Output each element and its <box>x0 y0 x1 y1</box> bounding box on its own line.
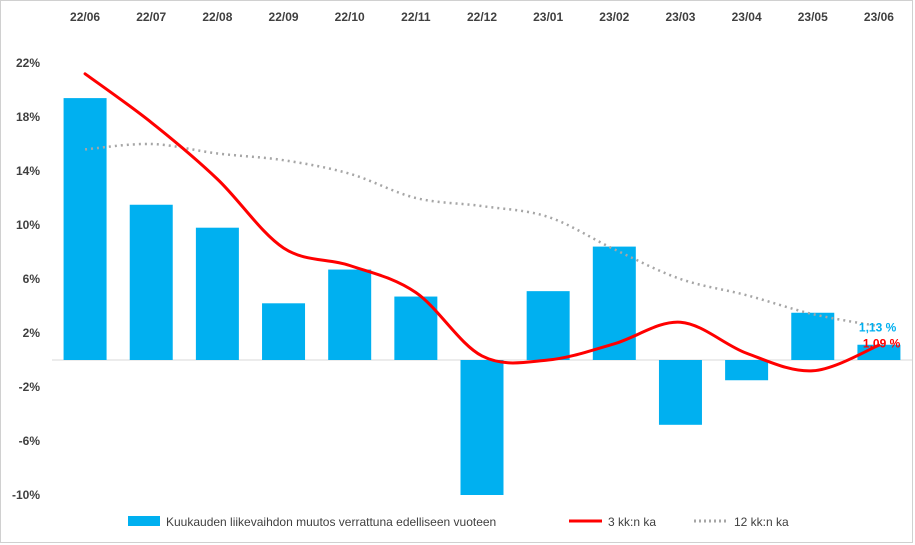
bar <box>460 360 504 495</box>
line-3kk <box>83 72 881 373</box>
legend: Kuukauden liikevaihdon muutos verrattuna… <box>128 515 789 529</box>
bar <box>857 344 901 360</box>
bar <box>791 312 835 360</box>
x-category-label: 22/11 <box>401 10 431 24</box>
x-category-label: 22/07 <box>136 10 166 24</box>
x-category-label: 23/04 <box>732 10 762 24</box>
bar <box>195 227 239 360</box>
legend-swatch-bar <box>128 516 160 526</box>
x-category-label: 23/03 <box>665 10 695 24</box>
legend-label-3kk: 3 kk:n ka <box>608 515 656 529</box>
y-tick-label: 10% <box>16 218 40 232</box>
x-category-label: 22/06 <box>70 10 100 24</box>
x-category-label: 22/10 <box>335 10 365 24</box>
y-tick-label: 22% <box>16 56 40 70</box>
y-tick-label: -10% <box>12 488 40 502</box>
y-tick-label: -2% <box>19 380 41 394</box>
y-tick-label: -6% <box>19 434 41 448</box>
bar <box>592 246 636 360</box>
bar <box>725 360 769 381</box>
x-category-label: 22/08 <box>202 10 232 24</box>
x-category-label: 23/06 <box>864 10 894 24</box>
y-tick-label: 18% <box>16 110 40 124</box>
bar <box>63 98 107 360</box>
legend-label-bar: Kuukauden liikevaihdon muutos verrattuna… <box>166 515 496 529</box>
x-category-label: 23/02 <box>599 10 629 24</box>
x-category-label: 22/12 <box>467 10 497 24</box>
annotation-3kk-value: 1,09 % <box>863 336 901 350</box>
bar-series <box>63 98 901 495</box>
y-tick-label: 6% <box>23 272 41 286</box>
y-axis-tick-labels: 22% 18% 14% 10% 6% 2% -2% -6% -10% <box>12 56 40 502</box>
data-annotations: 1,13 %1,09 % <box>859 321 901 351</box>
legend-label-12kk: 12 kk:n ka <box>734 515 789 529</box>
y-tick-label: 2% <box>23 326 41 340</box>
x-axis-category-labels: 22/06 22/07 22/08 22/09 22/10 22/11 22/12 23/01… <box>70 10 894 24</box>
x-category-label: 23/05 <box>798 10 828 24</box>
line-series <box>83 72 881 373</box>
annotation-bar-value: 1,13 % <box>859 321 897 335</box>
bar <box>262 303 306 360</box>
bar <box>129 204 173 360</box>
x-category-label: 23/01 <box>533 10 563 24</box>
bar <box>526 291 570 360</box>
line-12kk <box>84 142 880 328</box>
bar <box>658 360 702 425</box>
y-tick-label: 14% <box>16 164 40 178</box>
bar <box>328 269 372 360</box>
x-category-label: 22/09 <box>269 10 299 24</box>
